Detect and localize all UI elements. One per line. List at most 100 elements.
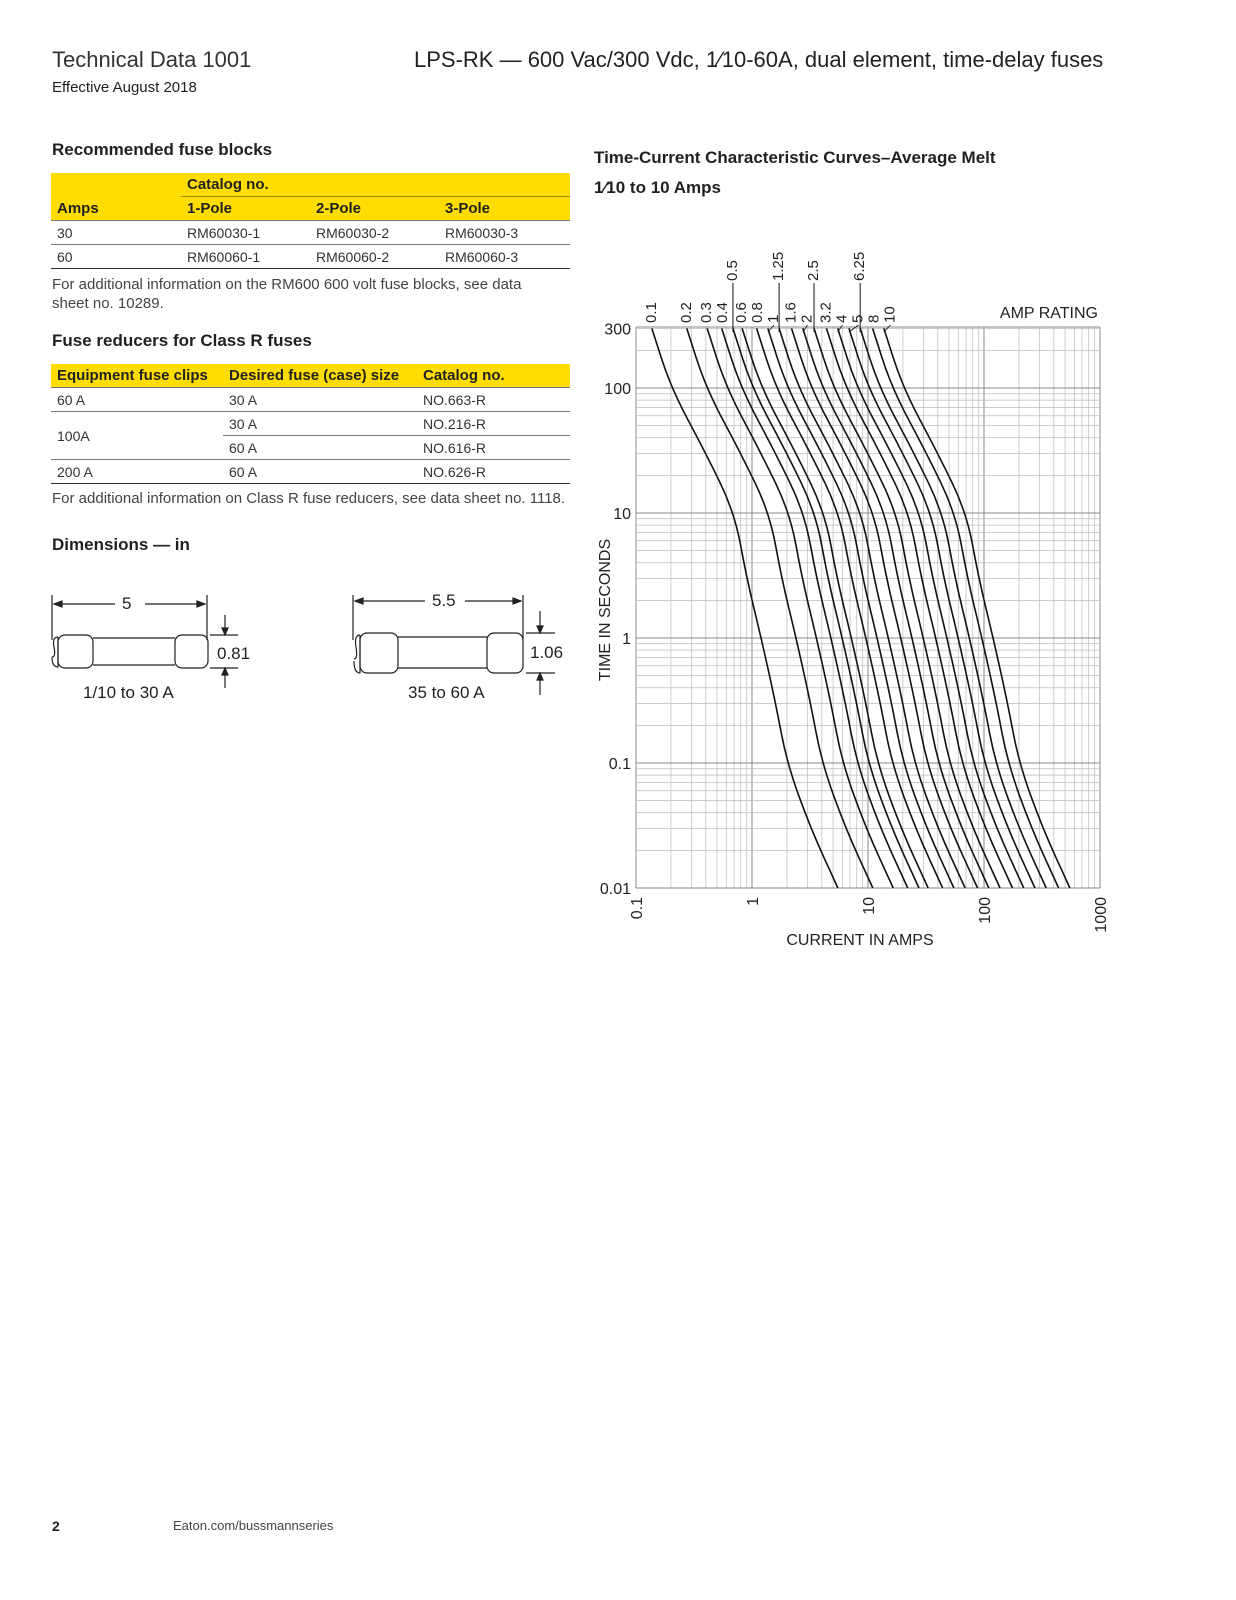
y-tick-label: 100 bbox=[604, 381, 631, 398]
cell: 100A bbox=[51, 411, 223, 460]
amp-label-leader bbox=[767, 324, 775, 333]
small-fuse-drawing bbox=[51, 595, 238, 688]
reducers-title: Fuse reducers for Class R fuses bbox=[52, 331, 312, 350]
cell: 30 bbox=[51, 220, 181, 245]
cell: RM60060-3 bbox=[439, 244, 570, 269]
y-tick-label: 1 bbox=[622, 631, 631, 648]
cell: 60 A bbox=[223, 435, 417, 460]
amp-label: 1 bbox=[765, 315, 782, 323]
curve-0.1a bbox=[651, 328, 839, 889]
curve-0.4a bbox=[720, 328, 909, 889]
curve-6.25a bbox=[859, 328, 1047, 889]
reducers-table: Equipment fuse clips Desired fuse (case)… bbox=[51, 364, 570, 484]
curve-0.3a bbox=[706, 328, 894, 889]
col-2pole: 2-Pole bbox=[310, 196, 439, 221]
effective-date: Effective August 2018 bbox=[52, 79, 197, 96]
cell: NO.216-R bbox=[417, 411, 570, 436]
col-size: Desired fuse (case) size bbox=[223, 364, 417, 388]
chart-title: Time-Current Characteristic Curves–Avera… bbox=[594, 148, 996, 167]
x-tick-label: 0.1 bbox=[629, 897, 646, 919]
amp-label: 2 bbox=[799, 315, 816, 323]
y-tick-label: 300 bbox=[604, 321, 631, 338]
y-tick-label: 0.01 bbox=[600, 881, 631, 898]
cell: NO.616-R bbox=[417, 435, 570, 460]
cell: NO.626-R bbox=[417, 459, 570, 484]
table-row: 30 RM60030-1 RM60030-2 RM60030-3 bbox=[51, 220, 570, 245]
col-catalog: Catalog no. bbox=[417, 364, 570, 388]
x-tick-label: 1000 bbox=[1093, 897, 1110, 933]
curve-10a bbox=[883, 328, 1071, 889]
fuse-dimension-drawings bbox=[51, 595, 555, 695]
product-title: LPS-RK — 600 Vac/300 Vdc, 1⁄10-60A, dual… bbox=[414, 47, 1104, 72]
fuse-blocks-title: Recommended fuse blocks bbox=[52, 140, 273, 159]
header-spacer bbox=[51, 173, 181, 197]
cell: RM60060-2 bbox=[310, 244, 439, 269]
table-row: 60 A 30 A NO.663-R bbox=[51, 387, 570, 412]
amp-label: 0.1 bbox=[643, 302, 660, 323]
curve-0.5a bbox=[732, 328, 920, 889]
chart-subtitle: 1⁄10 to 10 Amps bbox=[594, 178, 721, 197]
chart-curves bbox=[651, 328, 1071, 889]
table-row: 60 A NO.616-R bbox=[51, 435, 570, 460]
col-3pole: 3-Pole bbox=[439, 196, 570, 221]
doc-title: Technical Data 1001 bbox=[52, 47, 252, 72]
cell: 30 A bbox=[223, 411, 417, 436]
cell: 200 A bbox=[51, 459, 223, 484]
page-number: 2 bbox=[52, 1518, 60, 1534]
curve-0.2a bbox=[686, 328, 874, 889]
cell: RM60030-3 bbox=[439, 220, 570, 245]
table-row: 200 A 60 A NO.626-R bbox=[51, 459, 570, 484]
y-axis-label: TIME IN SECONDS bbox=[597, 539, 614, 681]
table-row: 60 RM60060-1 RM60060-2 RM60060-3 bbox=[51, 244, 570, 269]
legend-title: AMP RATING bbox=[1000, 305, 1098, 322]
curve-2.5a bbox=[813, 328, 1001, 889]
amp-label-leader bbox=[837, 324, 843, 333]
x-tick-label: 1 bbox=[745, 897, 762, 906]
amp-label: 0.2 bbox=[678, 302, 695, 323]
cell: RM60060-1 bbox=[181, 244, 310, 269]
amp-label: 10 bbox=[881, 306, 898, 323]
amp-label: 0.4 bbox=[714, 302, 731, 323]
col-1pole: 1-Pole bbox=[181, 196, 310, 221]
amp-label: 8 bbox=[865, 315, 882, 323]
cell: 60 A bbox=[223, 459, 417, 484]
amp-label: 0.6 bbox=[733, 302, 750, 323]
footer-url[interactable]: Eaton.com/bussmannseries bbox=[173, 1518, 334, 1533]
amp-label: 0.3 bbox=[698, 302, 715, 323]
amp-label: 1.6 bbox=[783, 302, 800, 323]
col-amps: Amps bbox=[51, 196, 181, 221]
table-row: 100A 30 A NO.216-R bbox=[51, 411, 570, 460]
x-tick-label: 10 bbox=[861, 897, 878, 915]
reducers-note: For additional information on Class R fu… bbox=[52, 490, 566, 507]
curve-0.8a bbox=[755, 328, 944, 889]
amp-label-leader bbox=[883, 324, 891, 333]
chart-amp-labels: 0.1 0.2 0.3 0.4 0.5 0.6 0.8 1 1.25 1.6 2 2.5 3.2 4 5 6.… bbox=[643, 252, 898, 333]
curve-5a bbox=[848, 328, 1036, 889]
col-clips: Equipment fuse clips bbox=[51, 364, 223, 388]
large-length: 5.5 bbox=[432, 591, 456, 610]
curve-2a bbox=[802, 328, 990, 889]
curve-1.6a bbox=[790, 328, 979, 889]
cell: 30 A bbox=[223, 387, 417, 412]
amp-label-leader bbox=[848, 324, 859, 333]
large-diameter: 1.06 bbox=[530, 643, 564, 662]
cell: 60 A bbox=[51, 387, 223, 412]
amp-label: 0.8 bbox=[749, 302, 766, 323]
small-diameter: 0.81 bbox=[217, 644, 251, 663]
cell: RM60030-1 bbox=[181, 220, 310, 245]
amp-label: 2.5 bbox=[805, 260, 822, 281]
dimensions-title: Dimensions — in bbox=[52, 535, 190, 554]
large-range: 35 to 60 A bbox=[408, 683, 485, 702]
amp-label: 0.5 bbox=[724, 260, 741, 281]
chart-grid bbox=[635, 326, 1101, 889]
curve-3.2a bbox=[825, 328, 1014, 889]
curve-1a bbox=[767, 328, 955, 889]
cell: NO.663-R bbox=[417, 387, 570, 412]
small-range: 1/10 to 30 A bbox=[83, 683, 174, 702]
cell: RM60030-2 bbox=[310, 220, 439, 245]
amp-label: 3.2 bbox=[817, 302, 834, 323]
x-tick-label: 100 bbox=[977, 897, 994, 924]
amp-label-leader bbox=[802, 324, 808, 333]
fuse-blocks-note: For additional information on the RM600 … bbox=[52, 276, 522, 312]
